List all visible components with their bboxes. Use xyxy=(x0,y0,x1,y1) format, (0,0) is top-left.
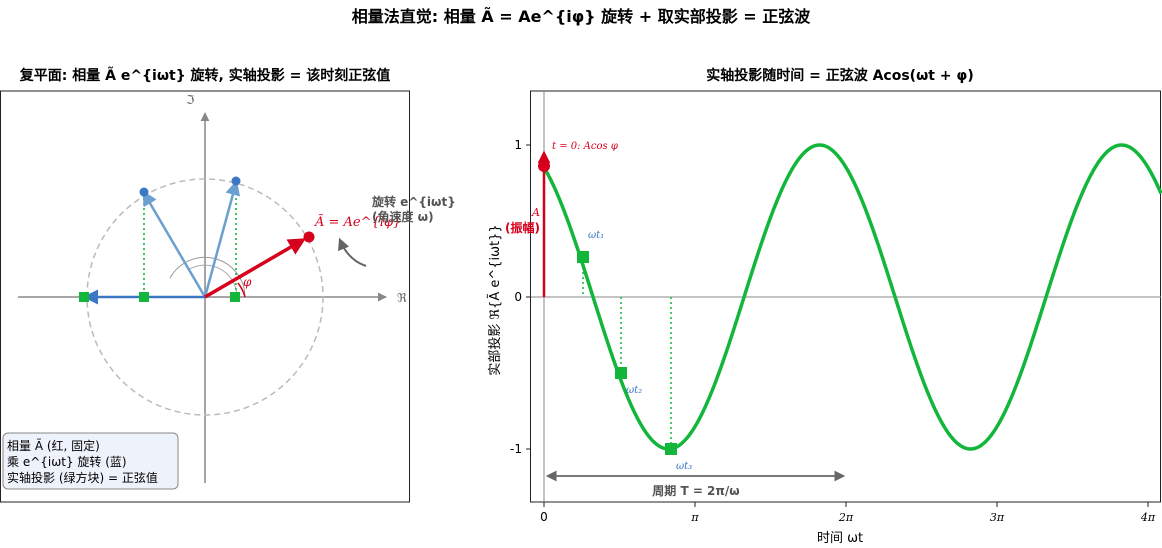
legend-line-2: 乘 e^{iωt} 旋转 (蓝) xyxy=(7,454,127,469)
amplitude-note: (振幅) xyxy=(505,220,540,235)
marker-square-1 xyxy=(577,251,589,263)
left-panel-title: 复平面: 相量 Ã e^{iωt} 旋转, 实轴投影 = 该时刻正弦值 xyxy=(19,67,390,84)
legend-box: 相量 Ã (红, 固定) 乘 e^{iωt} 旋转 (蓝) 实轴投影 (绿方块)… xyxy=(2,432,179,490)
x-axis-label: 时间 ωt xyxy=(817,531,863,546)
y-tick-label: 1 xyxy=(514,138,522,152)
period-label: 周期 T = 2π/ω xyxy=(652,483,739,498)
x-tick-label: 2π xyxy=(838,511,854,524)
y-tick-label: -1 xyxy=(510,442,522,456)
projection-square-1 xyxy=(230,292,240,302)
marker-label-1: ωt₁ xyxy=(588,230,604,241)
x-tick-group: 0 π 2π 3π 4π xyxy=(540,502,1156,524)
y-tick-group: 1 0 -1 xyxy=(510,138,531,456)
marker-label-2: ωt₂ xyxy=(626,385,642,396)
complex-plane-panel: 复平面: 相量 Ã e^{iωt} 旋转, 实轴投影 = 该时刻正弦值 ℑ ℜ … xyxy=(0,67,456,503)
x-tick-label: π xyxy=(690,511,699,524)
rotation-speed-label: (角速度 ω) xyxy=(372,209,434,224)
rotation-arrow xyxy=(337,237,367,267)
right-panel-title: 实轴投影随时间 = 正弦波 Acos(ωt + φ) xyxy=(706,67,974,84)
phasor-arrow xyxy=(204,238,307,299)
y-tick-label: 0 xyxy=(514,290,522,304)
phasor-tip xyxy=(303,231,315,243)
phi-label: φ xyxy=(243,275,252,289)
rotated-tip-2 xyxy=(139,187,149,197)
projection-square-3 xyxy=(79,292,89,302)
x-tick-label: 4π xyxy=(1140,511,1156,524)
marker-square-2 xyxy=(615,367,627,379)
y-axis-label: 实部投影 ℜ{Ã e^{iωt}} xyxy=(487,224,503,375)
x-tick-label: 0 xyxy=(540,510,548,524)
legend-line-3: 实轴投影 (绿方块) = 正弦值 xyxy=(7,470,158,485)
left-panel-frame xyxy=(0,90,410,503)
x-tick-label: 3π xyxy=(990,511,1005,524)
initial-point xyxy=(538,160,550,172)
sine-curve xyxy=(542,143,1162,451)
rotation-label: 旋转 e^{iωt} xyxy=(371,194,456,209)
phasor-label: Ã = Ae^{iφ} xyxy=(314,214,401,230)
sine-wave-panel: 实轴投影随时间 = 正弦波 Acos(ωt + φ) 1 0 -1 0 π 2π… xyxy=(487,67,1162,546)
rotated-tip-1 xyxy=(231,176,241,186)
figure-suptitle: 相量法直觉: 相量 Ã = Ae^{iφ} 旋转 + 取实部投影 = 正弦波 xyxy=(352,7,812,26)
phi-arc xyxy=(237,282,246,298)
initial-point-label: t = 0: Acos φ xyxy=(552,141,618,152)
legend-line-1: 相量 Ã (红, 固定) xyxy=(7,438,100,453)
rotated-phasor-1 xyxy=(203,180,241,298)
imaginary-axis-label: ℑ xyxy=(186,93,194,107)
real-axis-label: ℜ xyxy=(397,291,407,305)
rotated-phasor-2 xyxy=(142,190,207,298)
marker-label-3: ωt₃ xyxy=(676,461,692,472)
projection-square-2 xyxy=(139,292,149,302)
marker-square-3 xyxy=(665,443,677,455)
legend-background xyxy=(2,432,179,490)
amplitude-label: A xyxy=(531,206,540,219)
